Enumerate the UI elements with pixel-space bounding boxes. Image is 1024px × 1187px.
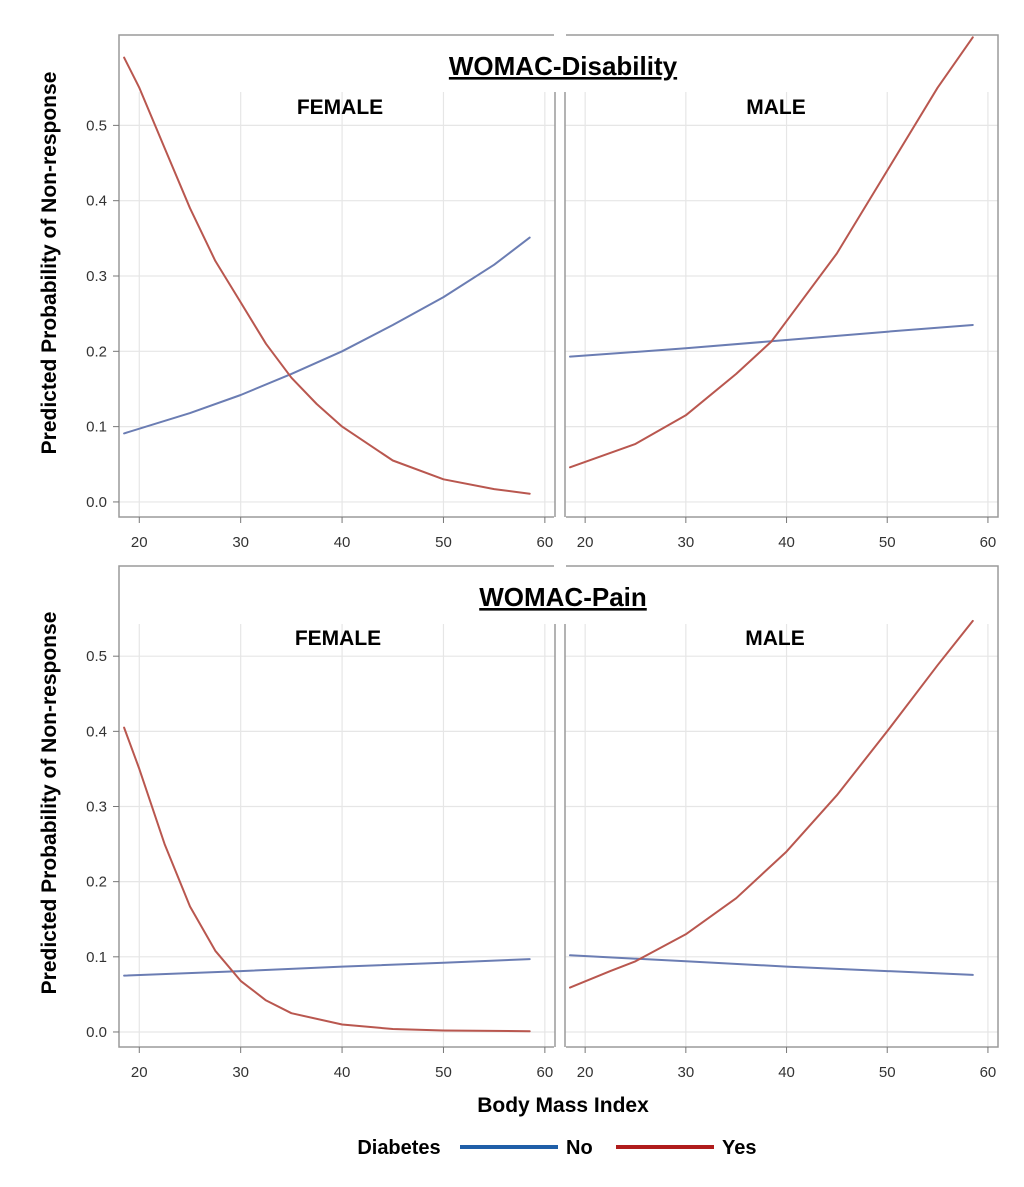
panel-label-pain-female: FEMALE (295, 627, 381, 650)
y-tick-label: 0.5 (86, 648, 107, 665)
series-layer (123, 36, 974, 1033)
section-frame-gap (554, 1044, 566, 1050)
x-tick-label: 20 (577, 1064, 594, 1081)
legend-title: Diabetes (357, 1137, 440, 1159)
panel-label-disability-female: FEMALE (297, 96, 383, 119)
series-line-yes (569, 36, 974, 469)
y-tick-label: 0.4 (86, 193, 107, 210)
panel-label-pain-male: MALE (745, 627, 805, 650)
series-line-no (569, 954, 974, 976)
section-frame-gap (554, 514, 566, 520)
x-tick-label: 20 (131, 1064, 148, 1081)
panel-label-disability-male: MALE (746, 96, 806, 119)
series-line-no (123, 958, 531, 977)
series-line-yes (569, 619, 974, 989)
x-tick-label: 40 (334, 534, 351, 551)
tick-layer: 20 30 40 50 60 0.0 0.1 0.2 0.3 0.4 0.5 20 30 40 50 60 20… (86, 117, 996, 1081)
y-tick-label: 0.2 (86, 874, 107, 891)
series-line-yes (123, 726, 531, 1033)
x-tick-label: 30 (232, 534, 249, 551)
y-tick-label: 0.2 (86, 343, 107, 360)
legend-label-no: No (566, 1137, 593, 1159)
grid-layer (119, 92, 998, 1047)
y-tick-label: 0.3 (86, 799, 107, 816)
y-tick-label: 0.0 (86, 1024, 107, 1041)
x-tick-label: 60 (980, 1064, 997, 1081)
y-tick-label: 0.1 (86, 419, 107, 436)
series-line-no (123, 236, 531, 435)
x-tick-label: 60 (980, 534, 997, 551)
section-title-disability: WOMAC-Disability (449, 51, 678, 81)
y-tick-label: 0.0 (86, 494, 107, 511)
x-tick-label: 30 (232, 1064, 249, 1081)
x-tick-label: 30 (677, 1064, 694, 1081)
x-tick-label: 40 (778, 534, 795, 551)
y-tick-label: 0.5 (86, 117, 107, 134)
legend: Diabetes No Yes (357, 1137, 756, 1159)
y-axis-title-top: Predicted Probability of Non-response (38, 72, 61, 455)
x-axis-title: Body Mass Index (477, 1094, 649, 1117)
section-frame-gap (554, 32, 566, 38)
section-frame-gap (554, 563, 566, 569)
legend-label-yes: Yes (722, 1137, 756, 1159)
x-tick-label: 50 (435, 534, 452, 551)
y-axis-title-bottom: Predicted Probability of Non-response (38, 612, 61, 995)
y-tick-label: 0.4 (86, 723, 107, 740)
x-tick-label: 40 (778, 1064, 795, 1081)
x-tick-label: 50 (879, 1064, 896, 1081)
x-tick-label: 20 (131, 534, 148, 551)
x-tick-label: 50 (879, 534, 896, 551)
x-tick-label: 40 (334, 1064, 351, 1081)
series-line-no (569, 324, 974, 358)
series-line-yes (123, 56, 531, 495)
y-tick-label: 0.1 (86, 949, 107, 966)
x-tick-label: 20 (577, 534, 594, 551)
section-title-pain: WOMAC-Pain (479, 582, 647, 612)
x-tick-label: 30 (677, 534, 694, 551)
frame-layer (118, 32, 999, 1050)
x-tick-label: 60 (537, 1064, 554, 1081)
x-tick-label: 60 (537, 534, 554, 551)
x-tick-label: 50 (435, 1064, 452, 1081)
y-tick-label: 0.3 (86, 268, 107, 285)
